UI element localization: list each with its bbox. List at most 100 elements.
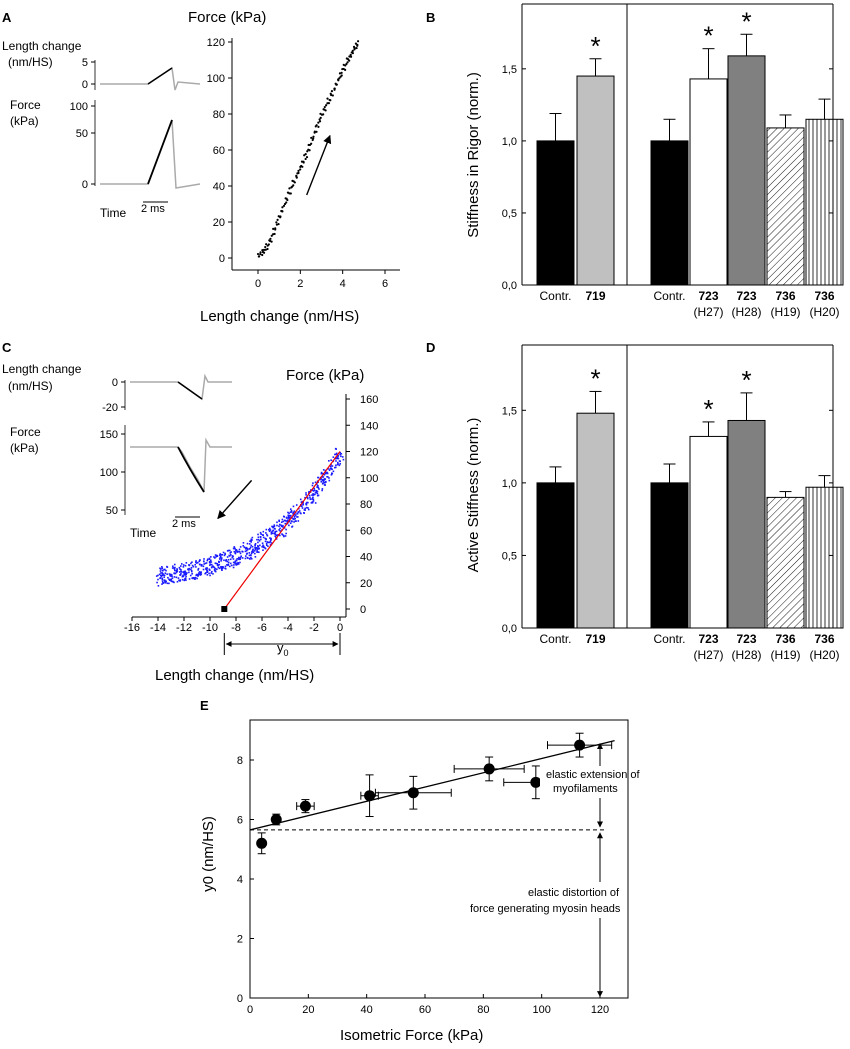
data-point — [248, 548, 250, 550]
fit-line — [223, 451, 341, 610]
data-point — [258, 255, 261, 258]
panel-d-label: D — [426, 340, 435, 355]
data-point — [293, 521, 295, 523]
data-point — [274, 533, 277, 536]
data-point — [235, 559, 238, 562]
y-tick-label: 60 — [213, 145, 225, 157]
data-point — [279, 534, 281, 537]
data-point — [198, 572, 200, 574]
data-point — [236, 562, 238, 565]
panel-c-inset: Length change (nm/HS) Force (kPa) 0 -20 … — [2, 362, 232, 540]
data-point — [171, 567, 174, 569]
data-point — [292, 180, 295, 183]
data-point — [196, 573, 198, 576]
data-point — [220, 554, 222, 556]
data-point — [171, 575, 173, 578]
bar — [727, 419, 766, 629]
data-point — [208, 561, 211, 564]
data-point — [306, 497, 309, 500]
bar — [650, 482, 689, 629]
bar — [766, 496, 805, 629]
y-tick-label: 160 — [360, 394, 378, 406]
data-point — [182, 566, 185, 568]
y-tick-label: 60 — [360, 525, 372, 537]
data-point — [262, 534, 264, 536]
data-point — [188, 564, 191, 567]
data-point — [203, 563, 205, 565]
data-point — [267, 528, 270, 531]
data-point — [288, 524, 290, 527]
data-point — [257, 541, 259, 544]
data-point — [232, 547, 235, 550]
data-point — [161, 580, 164, 583]
data-point — [285, 520, 287, 522]
significance-star: * — [741, 365, 751, 395]
data-point — [214, 557, 216, 559]
data-point — [246, 542, 249, 545]
data-point — [276, 524, 278, 527]
category-label: 736 — [775, 289, 795, 303]
data-point — [322, 108, 325, 111]
data-point — [262, 530, 265, 533]
data-point — [218, 561, 220, 563]
data-point — [276, 218, 279, 221]
data-point — [240, 555, 242, 558]
data-point — [314, 502, 317, 504]
category-label: 736 — [814, 632, 834, 646]
category-sublabel: (H28) — [731, 305, 761, 319]
data-point — [220, 557, 223, 559]
data-point — [313, 487, 316, 490]
data-point — [179, 580, 181, 582]
data-point — [232, 561, 235, 564]
data-point — [311, 498, 313, 500]
data-point — [297, 520, 300, 522]
data-point — [306, 150, 309, 153]
data-point — [210, 561, 213, 563]
panel-b-plot: 0,0 0,5 1,0 1,5 Contr. * 719 Contr. * 723 (H27) * 72… — [502, 3, 844, 319]
data-point — [235, 564, 238, 566]
data-point — [286, 520, 289, 523]
data-point — [197, 573, 200, 576]
data-point — [272, 529, 275, 532]
data-point — [277, 222, 280, 226]
significance-star: * — [590, 31, 600, 61]
data-point — [302, 161, 305, 164]
data-point — [209, 563, 212, 566]
data-point — [218, 567, 221, 570]
data-point — [290, 514, 292, 517]
data-point — [226, 550, 229, 552]
y-tick-label: 1,0 — [502, 478, 517, 490]
category-sublabel: (H19) — [770, 648, 800, 662]
data-point — [280, 524, 282, 527]
data-point — [163, 579, 166, 581]
data-point — [276, 521, 278, 524]
data-point — [285, 201, 288, 204]
category-sublabel: (H19) — [770, 305, 800, 319]
data-point — [312, 498, 315, 501]
data-point — [308, 149, 311, 152]
data-point — [159, 574, 162, 577]
data-point — [213, 569, 216, 571]
y-tick-label: 2 — [237, 934, 243, 946]
data-point — [301, 165, 304, 168]
data-point — [290, 509, 293, 512]
data-point — [339, 453, 341, 456]
data-point — [312, 135, 315, 138]
data-point — [165, 569, 167, 572]
data-point — [313, 131, 316, 134]
data-point — [226, 560, 229, 563]
data-point — [161, 566, 163, 568]
data-point — [168, 578, 170, 581]
data-point — [287, 517, 290, 519]
data-point — [190, 568, 192, 571]
data-point — [315, 130, 318, 133]
data-point — [209, 574, 211, 577]
data-point — [180, 568, 182, 571]
data-point — [292, 505, 295, 508]
data-point — [164, 572, 167, 575]
data-point — [169, 573, 172, 576]
data-point — [210, 572, 213, 574]
data-point — [310, 136, 313, 139]
data-point — [257, 546, 259, 548]
data-point — [288, 520, 291, 523]
